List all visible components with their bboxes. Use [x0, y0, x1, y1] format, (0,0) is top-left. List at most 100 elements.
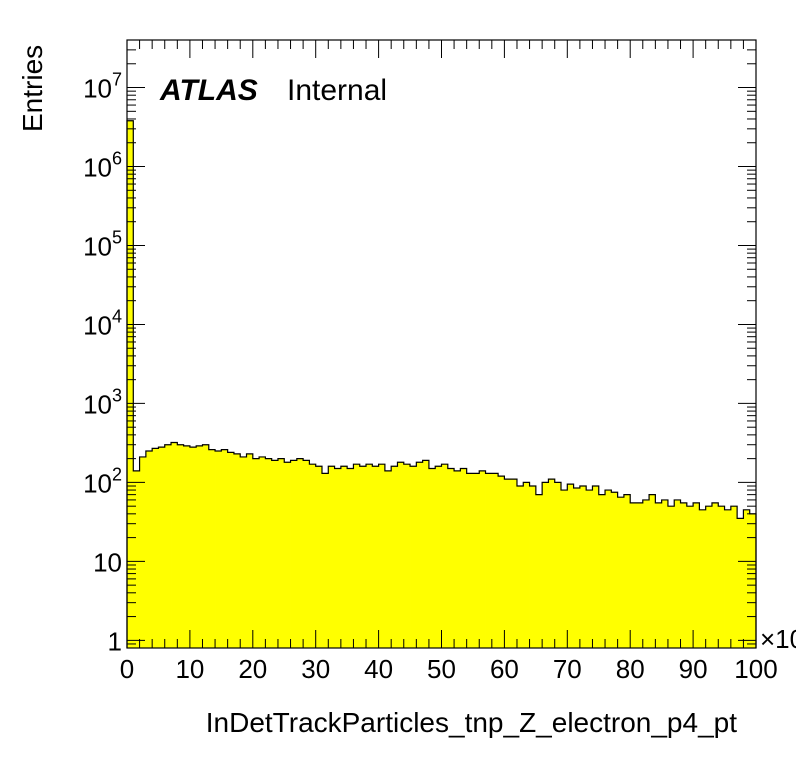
- histogram-bin: [718, 506, 725, 648]
- histogram-bin: [605, 490, 612, 648]
- histogram-bin: [252, 458, 260, 648]
- y-tick-label: 107: [83, 70, 122, 104]
- histogram-bin: [271, 460, 279, 648]
- histogram-bin: [139, 456, 147, 648]
- histogram-bin: [221, 449, 229, 648]
- y-axis-title: Entries: [17, 45, 48, 132]
- histogram-bin: [284, 462, 291, 648]
- histogram-bin: [642, 499, 650, 648]
- histogram-bin: [435, 466, 442, 648]
- internal-label: Internal: [287, 74, 387, 107]
- histogram-bin: [152, 448, 159, 648]
- histogram-bin: [265, 458, 273, 648]
- x-multiplier-label: ×10: [760, 624, 796, 654]
- x-tick-label: 80: [616, 654, 645, 684]
- histogram-bin: [340, 466, 348, 648]
- histogram-bin: [177, 444, 185, 648]
- x-tick-label: 10: [175, 654, 204, 684]
- histogram-bin: [328, 466, 335, 648]
- histogram-bin: [303, 460, 310, 648]
- histogram-bin: [196, 445, 203, 648]
- histogram-bin: [680, 502, 688, 648]
- histogram-bin: [296, 458, 304, 648]
- histogram-bin: [259, 456, 266, 648]
- histogram-bin: [460, 468, 468, 648]
- histogram-bin: [384, 470, 392, 648]
- histogram-bin: [397, 462, 405, 648]
- y-tick-label: 104: [83, 306, 122, 340]
- histogram-bin: [215, 450, 222, 648]
- histogram-bin: [737, 518, 744, 648]
- histogram-bin: [693, 502, 700, 648]
- histogram-bin: [686, 506, 694, 648]
- x-tick-label: 100: [734, 654, 777, 684]
- atlas-label: ATLAS: [159, 74, 258, 107]
- histogram-bin: [133, 470, 140, 648]
- plot-frame: [126, 39, 757, 649]
- histogram-bin: [724, 509, 732, 648]
- histogram-bin: [516, 486, 524, 648]
- histogram-bin: [227, 452, 235, 648]
- y-tick-label: 1: [108, 626, 122, 656]
- x-tick-label: 30: [301, 654, 330, 684]
- histogram-bin: [158, 447, 166, 648]
- histogram-bin: [705, 506, 713, 648]
- histogram-bin: [208, 449, 216, 648]
- histogram-bars: [126, 120, 757, 649]
- histogram-bin: [554, 482, 562, 648]
- histogram-bin: [372, 466, 379, 648]
- histogram-bin: [586, 490, 593, 648]
- histogram-bin: [321, 473, 329, 648]
- histogram-bin: [391, 466, 398, 648]
- y-tick-label: 105: [83, 227, 122, 261]
- y-tick-label: 103: [83, 385, 122, 419]
- x-tick-label: 40: [364, 654, 393, 684]
- histogram-bin: [749, 513, 757, 648]
- histogram-bin: [699, 509, 707, 648]
- histogram-bin: [491, 473, 499, 648]
- histogram-bin: [636, 502, 644, 648]
- histogram-bin: [410, 466, 417, 648]
- histogram-bin: [510, 479, 518, 648]
- histogram-outline: [126, 120, 757, 648]
- histogram-bin: [579, 486, 587, 648]
- histogram-bin: [416, 462, 424, 648]
- histogram-bin: [127, 120, 134, 649]
- x-tick-label: 60: [490, 654, 519, 684]
- histogram-bin: [630, 502, 637, 648]
- histogram-bin: [353, 464, 361, 648]
- x-tick-label: 20: [238, 654, 267, 684]
- histogram-bin: [472, 473, 480, 648]
- histogram-bin: [573, 487, 581, 648]
- histogram-bin: [334, 468, 342, 648]
- y-tick-label: 102: [83, 464, 122, 498]
- x-tick-label: 50: [427, 654, 456, 684]
- histogram-bin: [164, 444, 172, 648]
- histogram-bin: [561, 490, 568, 648]
- histogram-bin: [422, 460, 430, 648]
- histogram-bin: [523, 482, 530, 648]
- histogram-bin: [504, 479, 512, 648]
- histogram-bin: [529, 486, 537, 648]
- histogram-bin: [145, 450, 153, 648]
- histogram-bin: [441, 464, 449, 648]
- x-tick-label: 0: [120, 654, 134, 684]
- histogram-bin: [667, 506, 675, 648]
- histogram-bin: [498, 476, 505, 648]
- histogram-bin: [711, 502, 719, 648]
- histogram-bin: [366, 464, 373, 648]
- histogram-bin: [466, 473, 474, 648]
- x-tick-label: 70: [553, 654, 582, 684]
- histogram-bin: [617, 497, 625, 648]
- histogram-bin: [290, 460, 298, 648]
- histogram-bin: [277, 458, 285, 648]
- histogram-bin: [661, 499, 669, 648]
- histogram-bin: [183, 445, 191, 648]
- y-tick-label: 10: [93, 547, 122, 577]
- histogram-bin: [233, 453, 241, 648]
- histogram-bin: [202, 444, 210, 648]
- histogram-bin: [655, 502, 663, 648]
- histogram-bin: [246, 453, 254, 648]
- histogram-bin: [567, 484, 574, 648]
- x-tick-label: 90: [679, 654, 708, 684]
